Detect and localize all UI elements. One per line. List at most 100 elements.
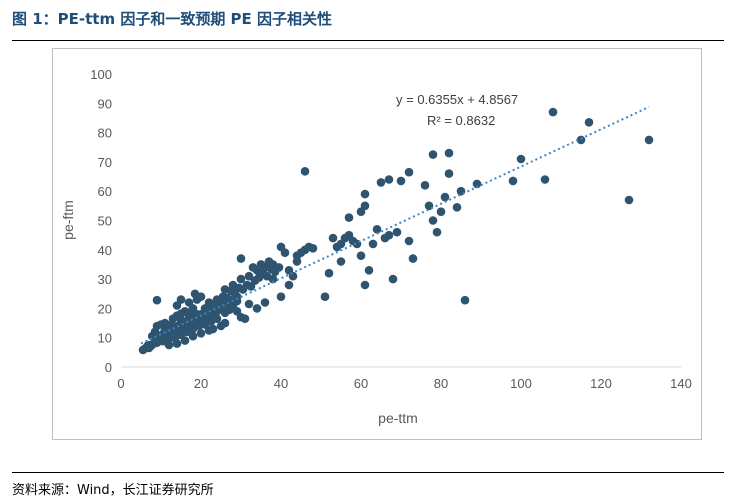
scatter-point <box>288 271 298 281</box>
y-axis-label: pe-ftm <box>60 200 76 240</box>
x-axis-label: pe-ttm <box>378 410 418 426</box>
y-tick-label: 80 <box>98 126 112 141</box>
x-tick-label: 20 <box>194 376 208 391</box>
scatter-point <box>624 195 634 205</box>
scatter-point <box>368 239 378 249</box>
scatter-point <box>252 304 262 313</box>
scatter-point <box>220 318 230 328</box>
scatter-point <box>152 295 162 305</box>
scatter-point <box>472 179 482 189</box>
scatter-point <box>296 248 306 257</box>
scatter-point <box>196 329 206 338</box>
scatter-point <box>164 340 174 350</box>
scatter-point <box>160 326 170 335</box>
scatter-point <box>392 227 402 237</box>
scatter-point <box>384 230 394 240</box>
scatter-point <box>456 186 466 196</box>
scatter-point <box>408 254 418 263</box>
scatter-point <box>360 280 370 290</box>
scatter-point <box>232 307 242 316</box>
scatter-point <box>172 339 182 348</box>
scatter-point <box>364 266 374 275</box>
scatter-point <box>236 254 246 263</box>
y-tick-label: 100 <box>90 67 112 82</box>
scatter-point <box>396 176 406 186</box>
source-divider <box>12 472 724 473</box>
scatter-point <box>168 321 178 331</box>
scatter-point <box>404 236 414 246</box>
chart-axes: 0 20 40 60 80 100 120 140 0 10 20 30 40 50 60 70 80 90 100 <box>90 67 692 391</box>
scatter-point <box>276 292 286 301</box>
scatter-point <box>176 295 186 304</box>
scatter-point <box>548 107 558 117</box>
scatter-chart: 0 20 40 60 80 100 120 140 0 10 20 30 40 50 60 70 80 90 100… <box>60 67 692 426</box>
scatter-point <box>196 292 206 301</box>
scatter-point <box>460 295 470 305</box>
scatter-point <box>184 298 194 307</box>
scatter-point <box>432 227 442 237</box>
scatter-point <box>220 285 230 294</box>
scatter-point <box>300 167 310 176</box>
y-tick-label: 60 <box>98 184 112 199</box>
scatter-point <box>308 244 318 253</box>
scatter-point <box>180 336 190 345</box>
scatter-point <box>176 315 186 325</box>
scatter-point <box>508 176 518 186</box>
x-tick-label: 60 <box>354 376 368 391</box>
trendline-r-squared: R² = 0.8632 <box>427 113 495 128</box>
scatter-point <box>576 135 586 145</box>
y-tick-label: 40 <box>98 243 112 258</box>
scatter-point <box>404 167 414 177</box>
scatter-point <box>292 257 302 266</box>
scatter-point <box>444 148 454 158</box>
scatter-point <box>360 189 370 199</box>
scatter-point <box>344 213 354 222</box>
scatter-point <box>280 248 290 257</box>
scatter-point <box>228 280 238 290</box>
x-tick-label: 0 <box>117 376 124 391</box>
scatter-point <box>248 263 258 272</box>
scatter-point <box>336 257 346 266</box>
scatter-point <box>360 201 370 211</box>
scatter-point <box>584 118 594 127</box>
scatter-point <box>444 169 454 178</box>
x-tick-label: 80 <box>434 376 448 391</box>
scatter-point <box>540 175 550 184</box>
scatter-point <box>320 292 330 301</box>
scatter-point <box>256 260 266 269</box>
scatter-point <box>208 324 218 334</box>
x-tick-label: 140 <box>670 376 692 391</box>
scatter-point <box>268 274 278 284</box>
scatter-point <box>236 274 246 284</box>
scatter-point <box>516 154 526 164</box>
scatter-point <box>212 295 222 304</box>
scatter-point <box>372 225 382 234</box>
scatter-point <box>324 268 334 278</box>
scatter-point <box>244 271 254 281</box>
trendline-equation: y = 0.6355x + 4.8567 <box>396 92 518 107</box>
scatter-point <box>328 233 338 243</box>
scatter-point <box>428 150 438 159</box>
trendline <box>140 106 650 345</box>
scatter-point <box>388 274 398 284</box>
x-tick-label: 100 <box>510 376 532 391</box>
title-divider <box>12 40 724 41</box>
scatter-point <box>244 299 254 309</box>
y-tick-label: 70 <box>98 155 112 170</box>
scatter-point <box>384 175 394 184</box>
scatter-point <box>644 135 654 145</box>
x-tick-label: 40 <box>274 376 288 391</box>
scatter-point <box>440 192 450 202</box>
scatter-point <box>284 280 294 290</box>
scatter-point <box>356 251 366 260</box>
y-tick-label: 90 <box>98 96 112 111</box>
y-tick-label: 30 <box>98 272 112 287</box>
scatter-point <box>260 298 270 307</box>
scatter-point <box>188 331 198 341</box>
scatter-point <box>428 216 438 225</box>
scatter-point <box>376 178 386 187</box>
scatter-point <box>452 203 462 212</box>
scatter-point <box>436 207 446 216</box>
chart-frame: 0 20 40 60 80 100 120 140 0 10 20 30 40 50 60 70 80 90 100… <box>52 48 702 440</box>
y-tick-label: 0 <box>105 360 112 375</box>
